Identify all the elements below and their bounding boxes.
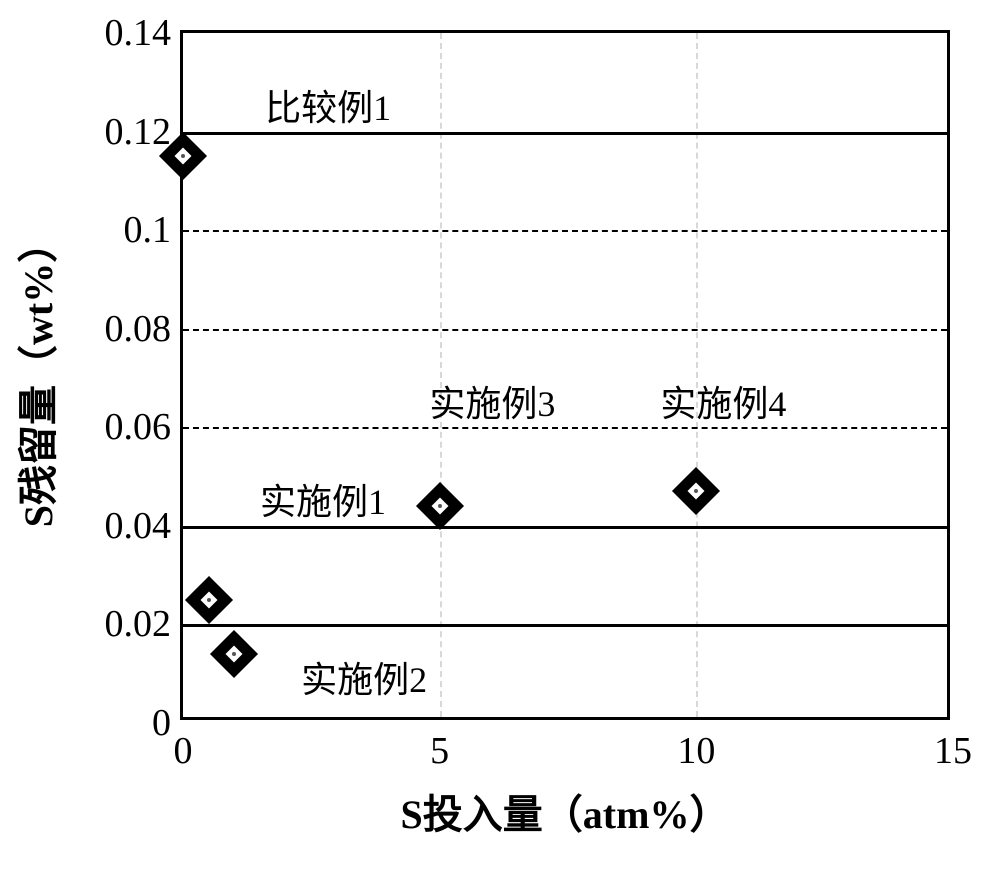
data-point — [210, 630, 258, 678]
y-tick-label: 0.1 — [124, 208, 184, 252]
x-tick-label: 15 — [934, 717, 972, 773]
annotation: 实施例1 — [260, 473, 386, 525]
annotation: 实施例2 — [301, 651, 427, 703]
y-tick-label: 0.14 — [105, 11, 184, 55]
x-axis-label: S投入量（atm%） — [401, 782, 730, 840]
data-point — [416, 482, 464, 530]
gridline-h — [183, 132, 947, 135]
gridline-h — [183, 526, 947, 529]
x-tick-label: 5 — [430, 717, 449, 773]
annotation: 实施例4 — [660, 375, 786, 427]
y-tick-label: 0.02 — [105, 602, 184, 646]
annotation: 实施例3 — [429, 375, 555, 427]
annotation: 比较例1 — [265, 79, 391, 131]
data-point — [672, 467, 720, 515]
y-tick-label: 0.04 — [105, 504, 184, 548]
plot-area: 00.020.040.060.080.10.120.14051015比较例1实施… — [180, 30, 950, 720]
x-tick-label: 10 — [677, 717, 715, 773]
gridline-h — [183, 427, 947, 429]
gridline-h — [183, 329, 947, 331]
y-tick-label: 0.08 — [105, 307, 184, 351]
x-tick-label: 0 — [174, 717, 193, 773]
scatter-chart: 00.020.040.060.080.10.120.14051015比较例1实施… — [0, 0, 1000, 889]
data-point — [185, 576, 233, 624]
gridline-h — [183, 230, 947, 232]
y-axis-label: S残留量（wt%） — [6, 223, 64, 527]
gridline-h — [183, 624, 947, 627]
y-tick-label: 0.06 — [105, 405, 184, 449]
